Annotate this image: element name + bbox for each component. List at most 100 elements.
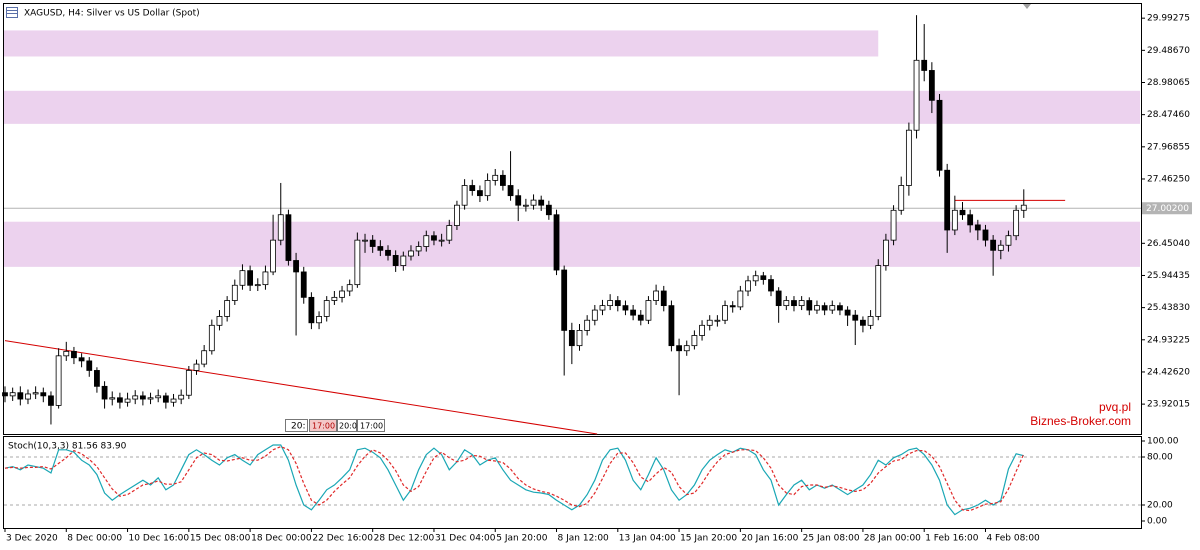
candle-body xyxy=(362,239,368,242)
zones xyxy=(4,30,1140,267)
zone xyxy=(4,30,879,57)
y-tick-label: 28.98065 xyxy=(1147,78,1190,88)
candle-body xyxy=(254,284,261,287)
candle-body xyxy=(484,180,491,197)
candle-body xyxy=(400,255,407,266)
candle-body xyxy=(300,271,307,298)
candle-body xyxy=(821,305,828,311)
candle-body xyxy=(814,305,820,311)
candle-body xyxy=(101,385,108,400)
x-tick-label: 20 Jan 16:00 xyxy=(741,534,798,544)
candle-body xyxy=(147,397,154,400)
candle-body xyxy=(208,324,215,352)
candle-body xyxy=(837,305,843,311)
candle-body xyxy=(454,204,460,226)
candle-body xyxy=(645,300,652,321)
y-tick-label: 0.00 xyxy=(1147,517,1167,527)
candle-body xyxy=(392,255,399,266)
candle-body xyxy=(377,246,384,251)
candle-body xyxy=(201,350,208,365)
candle-body xyxy=(446,225,453,241)
x-tick-label: 15 Jan 20:00 xyxy=(680,534,737,544)
candle-body xyxy=(109,397,116,400)
candle-body xyxy=(974,224,981,231)
candle-body xyxy=(1013,209,1020,237)
candle-body xyxy=(48,395,54,406)
candle-body xyxy=(660,290,667,307)
x-tick-label: 8 Dec 00:00 xyxy=(67,534,122,544)
watermark: pvq.pl xyxy=(1099,400,1131,414)
candle-body xyxy=(492,174,499,181)
zone xyxy=(4,221,1140,267)
candle-body xyxy=(622,305,629,311)
candle-body xyxy=(94,370,100,387)
x-tick-label: 28 Jan 00:00 xyxy=(864,534,921,544)
candle-body xyxy=(791,300,797,307)
candle-body xyxy=(499,174,506,186)
y-tick-label: 80.00 xyxy=(1147,453,1173,463)
candle-body xyxy=(2,392,8,397)
candle-body xyxy=(768,279,774,292)
x-tick-label: 28 Dec 12:00 xyxy=(374,534,435,544)
x-tick-label: 8 Jan 12:00 xyxy=(558,534,610,544)
candle-body xyxy=(1005,235,1012,246)
candle-body xyxy=(875,265,882,317)
candle-body xyxy=(262,271,269,286)
time-label: 20:0 xyxy=(339,422,357,431)
candle-body xyxy=(293,260,299,273)
y-tick-label: 23.92015 xyxy=(1147,400,1190,410)
time-label: 17:00 xyxy=(360,422,383,431)
x-tick-label: 10 Dec 16:00 xyxy=(129,534,190,544)
candle-body xyxy=(691,335,698,347)
current-price-label: 27.00200 xyxy=(1146,204,1189,214)
y-tick-label: 28.47460 xyxy=(1147,110,1190,120)
candle-body xyxy=(507,185,514,197)
x-tick-label: 22 Dec 16:00 xyxy=(312,534,373,544)
x-tick-label: 15 Dec 08:00 xyxy=(190,534,251,544)
candle-body xyxy=(522,204,529,207)
candle-body xyxy=(1020,204,1027,211)
candle-body xyxy=(928,70,935,101)
candle-body xyxy=(316,316,322,324)
y-tick-label: 27.46250 xyxy=(1147,174,1190,184)
y-tick-label: 24.93225 xyxy=(1147,335,1190,345)
candle-body xyxy=(331,296,338,301)
candle-body xyxy=(55,355,62,406)
symbol-icon xyxy=(6,7,18,18)
shift-marker xyxy=(1023,4,1031,9)
time-label: 17:00 xyxy=(312,422,335,431)
candle-body xyxy=(844,309,851,316)
candle-body xyxy=(78,357,85,362)
candle-body xyxy=(553,214,560,271)
candle-body xyxy=(423,235,430,247)
candle-body xyxy=(17,392,24,400)
candle-body xyxy=(239,270,246,286)
candle-body xyxy=(285,214,292,261)
candle-body xyxy=(277,214,284,241)
time-labels: 20: 17:00 20:0 17:00 xyxy=(285,419,385,432)
candle-body xyxy=(607,300,614,307)
candle-body xyxy=(477,190,483,197)
candle-body xyxy=(132,395,139,400)
candle-body xyxy=(699,324,705,336)
candle-body xyxy=(561,269,568,331)
candle-body xyxy=(545,204,552,216)
x-tick-label: 31 Dec 04:00 xyxy=(435,534,496,544)
candle-body xyxy=(346,284,353,292)
candle-body xyxy=(323,300,330,317)
main-frame xyxy=(3,3,1142,435)
y-tick-label: 24.42620 xyxy=(1147,367,1190,377)
candle-body xyxy=(883,239,889,266)
candle-body xyxy=(637,314,644,321)
x-tick-label: 5 Jan 20:00 xyxy=(496,534,548,544)
candle-body xyxy=(247,270,254,286)
candle-body xyxy=(714,319,721,322)
candle-body xyxy=(982,229,989,241)
candle-body xyxy=(117,397,123,403)
candle-body xyxy=(438,239,445,242)
candle-body xyxy=(997,244,1004,251)
time-label: 20: xyxy=(291,422,305,432)
chart-title: XAGUSD, H4: Silver vs US Dollar (Spot) xyxy=(24,9,200,19)
candle-body xyxy=(538,199,545,206)
x-tick-label: 25 Jan 08:00 xyxy=(803,534,860,544)
